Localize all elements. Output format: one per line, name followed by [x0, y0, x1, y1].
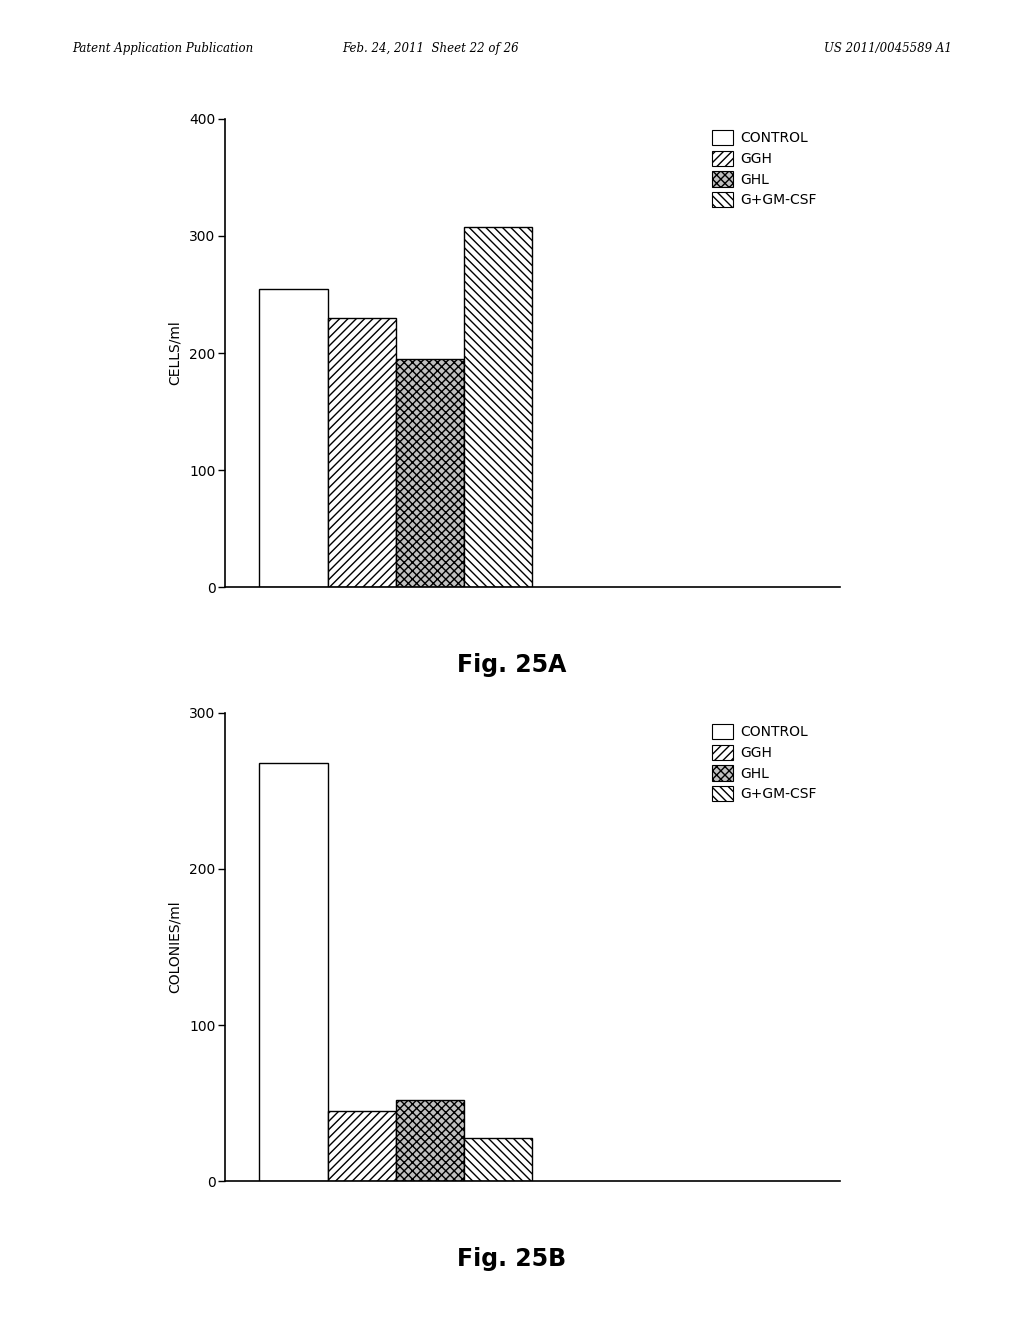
Text: US 2011/0045589 A1: US 2011/0045589 A1	[824, 42, 952, 55]
Y-axis label: CELLS/ml: CELLS/ml	[168, 321, 182, 385]
Bar	[396, 359, 464, 587]
Legend: CONTROL, GGH, GHL, G+GM-CSF: CONTROL, GGH, GHL, G+GM-CSF	[708, 125, 820, 211]
Text: Fig. 25A: Fig. 25A	[458, 653, 566, 677]
Bar	[259, 763, 328, 1181]
Y-axis label: COLONIES/ml: COLONIES/ml	[168, 900, 182, 994]
Text: Patent Application Publication: Patent Application Publication	[72, 42, 253, 55]
Legend: CONTROL, GGH, GHL, G+GM-CSF: CONTROL, GGH, GHL, G+GM-CSF	[708, 719, 820, 805]
Bar	[328, 1111, 396, 1181]
Bar	[328, 318, 396, 587]
Text: Fig. 25B: Fig. 25B	[458, 1247, 566, 1271]
Bar	[464, 227, 532, 587]
Text: Feb. 24, 2011  Sheet 22 of 26: Feb. 24, 2011 Sheet 22 of 26	[342, 42, 518, 55]
Bar	[464, 1138, 532, 1181]
Bar	[259, 289, 328, 587]
Bar	[396, 1100, 464, 1181]
